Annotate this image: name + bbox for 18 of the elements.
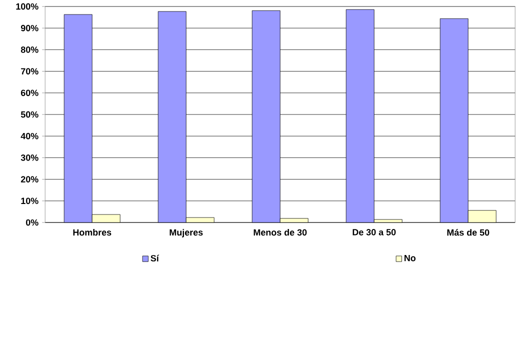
legend-label: No — [404, 254, 416, 262]
y-tick-label: 60% — [20, 89, 38, 96]
x-tick-label: Mujeres — [170, 228, 203, 238]
legend-label: Sí — [150, 254, 160, 262]
x-tick-label: Menos de 30 — [254, 228, 307, 236]
y-tick-label: 90% — [20, 24, 38, 32]
x-tick-label: De 30 a 50 — [352, 228, 396, 236]
y-tick-label: 70% — [21, 68, 38, 74]
y-tick-label: 10% — [21, 197, 38, 204]
y-tick-label: 0% — [26, 219, 38, 226]
y-tick-label: 20% — [20, 176, 38, 182]
x-tick-label: Más de 50 — [447, 228, 490, 236]
y-tick-label: 40% — [20, 132, 38, 140]
y-tick-label: 50% — [20, 111, 38, 118]
x-tick-label: Hombres — [73, 228, 112, 236]
y-tick-label: 100% — [16, 3, 38, 10]
y-tick-label: 30% — [20, 154, 38, 161]
y-tick-label: 80% — [20, 46, 38, 53]
